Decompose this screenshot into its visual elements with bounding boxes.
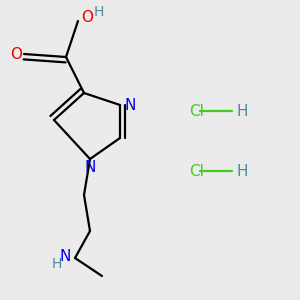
Text: H: H: [237, 164, 248, 178]
Text: H: H: [237, 103, 248, 118]
Text: N: N: [125, 98, 136, 112]
Text: H: H: [94, 5, 104, 19]
Text: N: N: [84, 160, 96, 175]
Text: O: O: [82, 11, 94, 26]
Text: N: N: [59, 249, 70, 264]
Text: O: O: [11, 46, 22, 62]
Text: H: H: [52, 257, 62, 271]
Text: Cl: Cl: [189, 103, 204, 118]
Text: Cl: Cl: [189, 164, 204, 178]
